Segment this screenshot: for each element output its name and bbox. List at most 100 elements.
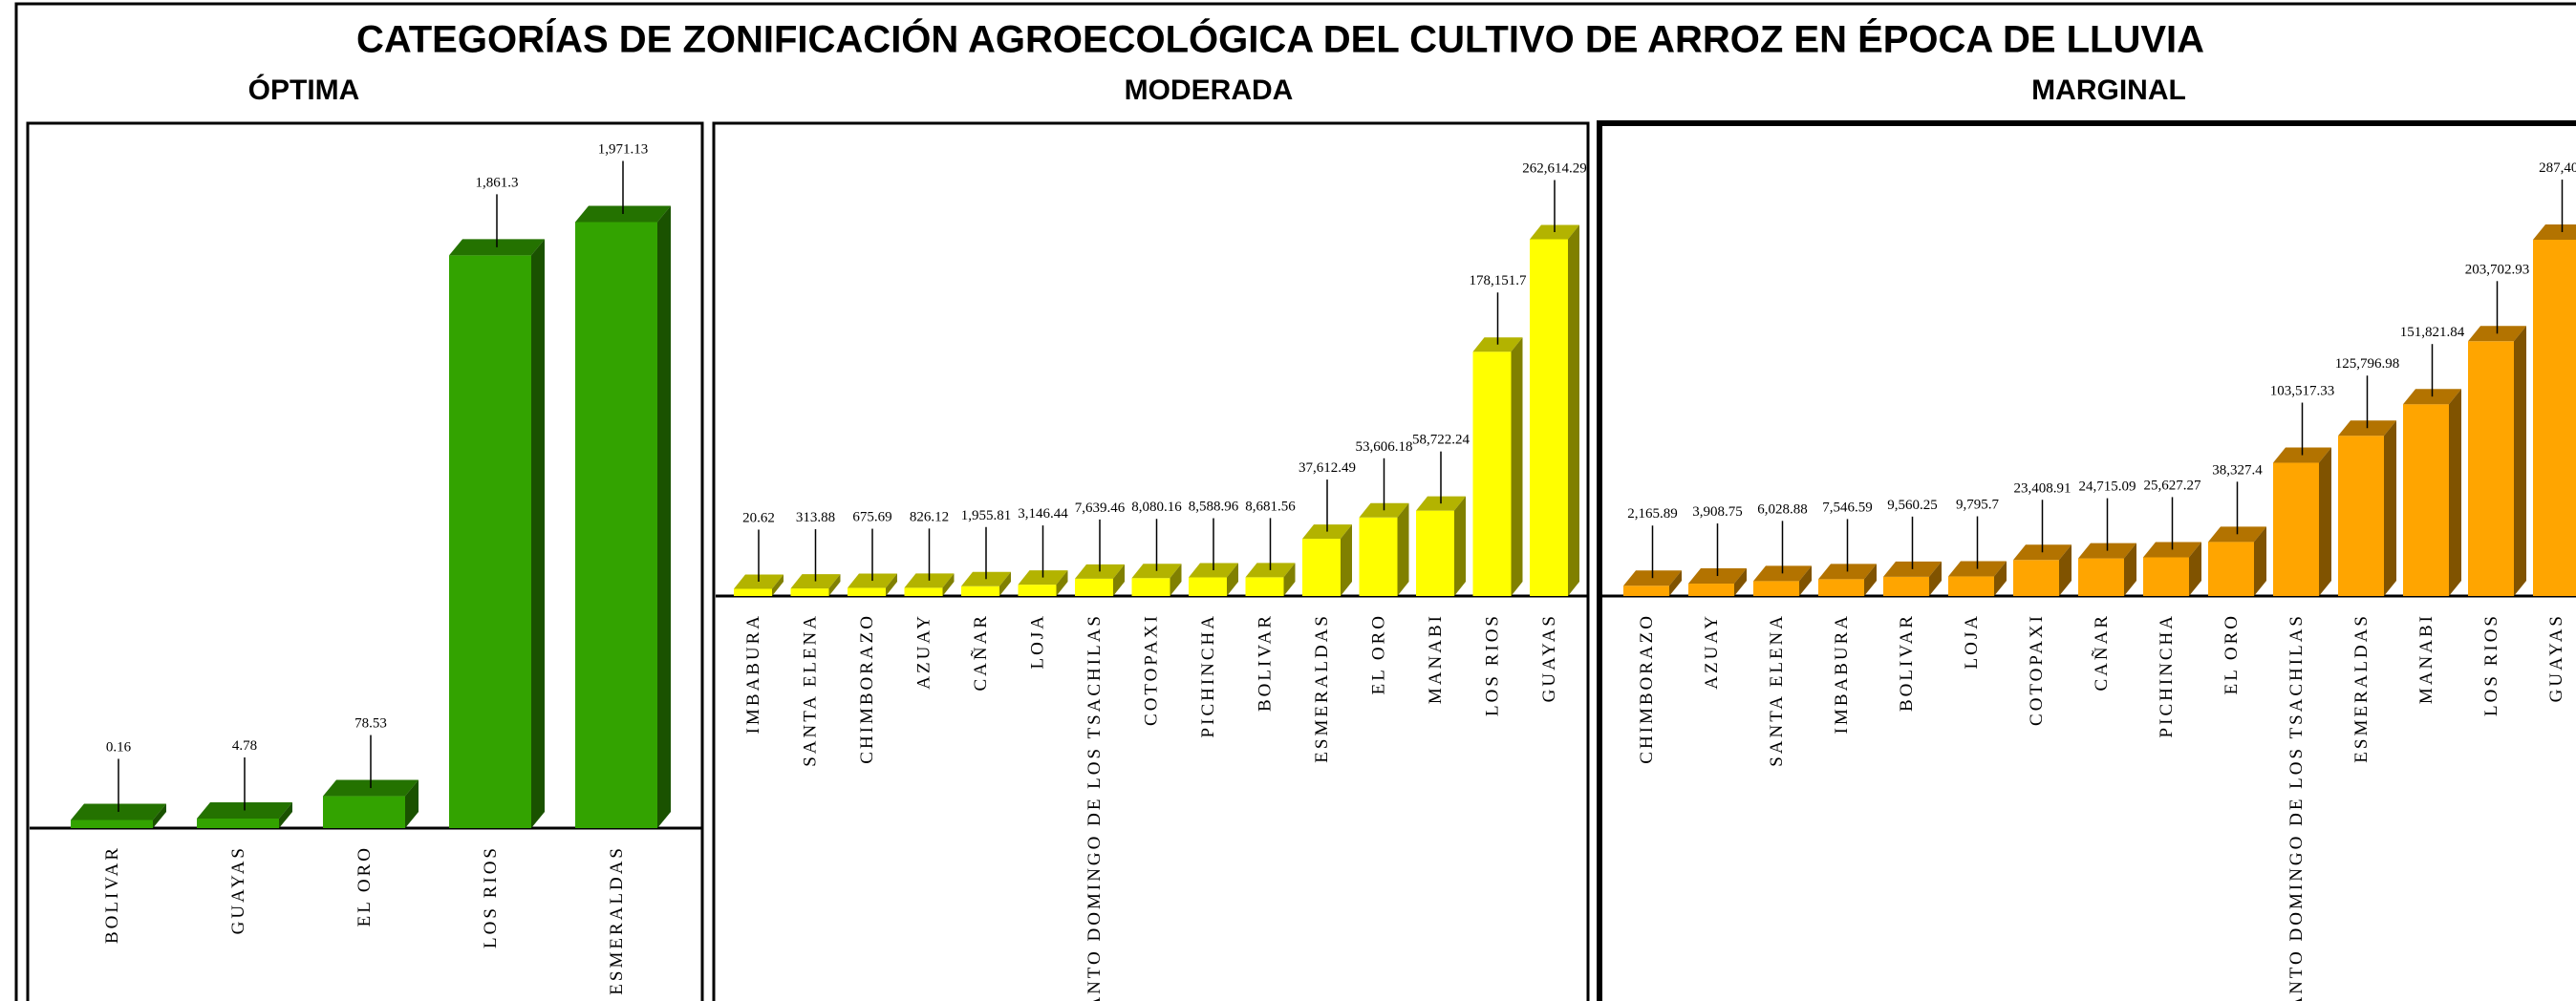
value-label: 38,327.4 [2212,462,2263,478]
value-label: 37,612.49 [1299,460,1356,476]
x-tick-label: ESMERALDAS [1312,613,1332,763]
bar [1472,337,1523,596]
value-label: 9,560.25 [1887,498,1938,513]
value-label: 24,715.09 [2079,479,2136,495]
bar-side [531,239,545,829]
value-label: 4.78 [232,738,257,754]
bar-front [848,587,886,596]
value-label: 9,795.7 [1956,498,2000,513]
value-label: 25,627.27 [2144,478,2202,493]
bar-front [1131,578,1170,596]
value-label: 8,588.96 [1189,500,1239,515]
bar [2143,542,2201,596]
x-tick-label: GUAYAS [228,845,248,934]
x-tick-label: CAÑAR [970,613,991,692]
x-tick-label: LOS RIOS [1483,613,1503,716]
bar [1131,564,1182,596]
x-tick-label: EL ORO [1369,613,1389,694]
x-tick-label: LOS RIOS [481,845,501,948]
x-tick-label: SANTA ELENA [801,613,821,767]
value-label: 3,146.44 [1018,506,1068,522]
bar-side [999,571,1011,596]
bar-front [1688,584,1734,596]
bar-front [2403,404,2449,596]
bar [449,239,545,829]
bar [575,205,671,828]
bar [2403,389,2461,596]
bar-side [1170,564,1182,596]
bar-front [1302,539,1341,596]
value-label: 2,165.89 [1627,506,1678,522]
bar-front [1818,579,1864,596]
bar-side [1734,568,1747,596]
value-label: 53,606.18 [1356,439,1413,455]
bar-side [942,573,955,596]
bar-top [2533,224,2576,240]
value-label: 6,028.88 [1757,501,1808,517]
bar-side [1929,561,1942,596]
bar-side [1994,561,2007,596]
x-tick-label: CHIMBORAZO [1637,613,1657,764]
value-label: 151,821.84 [2400,325,2465,340]
bar-front [1623,586,1669,596]
x-tick-label: PICHINCHA [1198,613,1218,737]
bar-side [2254,526,2266,596]
value-label: 1,971.13 [598,142,649,158]
x-tick-label: LOJA [1028,613,1048,669]
bar-side [279,801,292,828]
x-tick-label: LOS RIOS [2481,613,2501,716]
bar-side [1341,524,1352,596]
bar-side [1864,564,1877,596]
bar-side [2124,543,2136,596]
bar-front [1018,585,1057,596]
value-label: 7,546.59 [1822,500,1873,515]
bar-front [2208,542,2254,596]
bar-side [1799,565,1812,596]
x-tick-label: EL ORO [2222,613,2242,694]
bar-side [828,574,841,596]
bar [1075,564,1125,596]
bar [2013,544,2072,596]
value-label: 7,639.46 [1075,500,1126,516]
value-label: 8,080.16 [1131,500,1182,515]
x-tick-label: BOLIVAR [1897,613,1917,712]
bar [2533,224,2576,596]
x-tick-label: AZUAY [914,613,934,690]
value-label: 1,861.3 [476,175,519,190]
value-label: 125,796.98 [2335,356,2400,372]
value-label: 1,955.81 [961,508,1012,523]
bar-side [1283,563,1296,596]
panel-frame [26,121,704,1001]
x-tick-label: PICHINCHA [2157,613,2177,737]
x-tick-label: LOJA [1962,613,1982,669]
bar-front [575,222,657,828]
bar-side [1056,570,1068,596]
bar-front [2533,240,2576,596]
bar-front [734,588,772,596]
bar-side [772,574,784,596]
bar-side [153,803,166,828]
bar-side [886,573,897,596]
value-label: 8,681.56 [1245,499,1296,514]
bar-side [2449,389,2461,596]
value-label: 262,614.29 [1522,161,1587,177]
x-tick-label: MANABI [1426,613,1446,704]
value-label: 0.16 [106,739,132,755]
x-tick-label: IMBABURA [743,613,763,734]
bar-front [2078,558,2124,596]
bar-side [1227,563,1238,596]
bar-side [1669,570,1682,596]
bar-side [1511,337,1523,596]
bar [2208,526,2266,596]
panel-title: MARGINAL [2031,75,2186,106]
bar [1302,524,1352,596]
bar-front [2468,341,2514,596]
value-label: 675.69 [852,510,891,525]
frame [14,2,2576,1001]
bar [1818,564,1877,596]
panel-frame [712,121,1590,1001]
panel-title: ÓPTIMA [248,74,360,106]
bar [2468,326,2526,596]
x-tick-label: GUAYAS [1539,613,1559,702]
